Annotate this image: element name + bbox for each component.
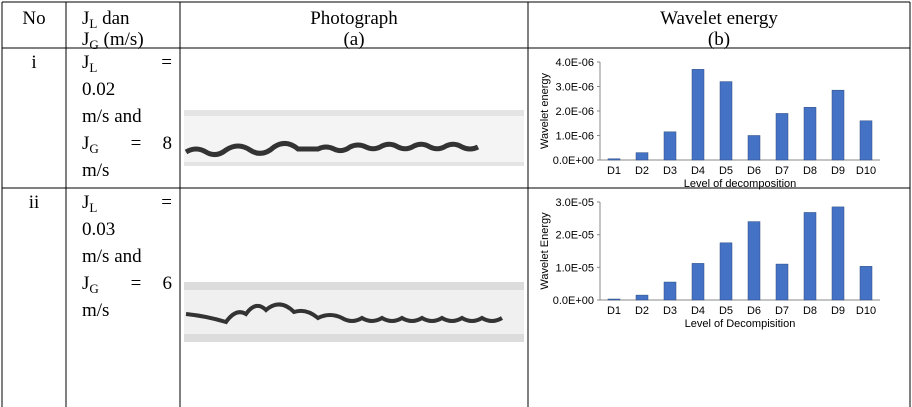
y-tick-label: 1.0E-06 bbox=[555, 131, 594, 143]
symbol: J bbox=[82, 133, 89, 154]
bar bbox=[663, 131, 677, 161]
x-axis-title: Level of decomposition bbox=[684, 178, 797, 190]
row-no: i bbox=[31, 52, 36, 73]
y-axis-title: Wavelet Energy bbox=[539, 212, 551, 290]
header-wavelet-sub: (b) bbox=[708, 29, 730, 50]
y-tick-label: 2.0E-06 bbox=[555, 106, 594, 118]
bar bbox=[775, 263, 789, 301]
x-tick-label: D2 bbox=[635, 165, 649, 177]
x-tick-label: D4 bbox=[691, 305, 705, 317]
y-tick-label: 3.0E-05 bbox=[555, 197, 594, 209]
header-photo: Photograph bbox=[310, 8, 398, 29]
symbol: J bbox=[82, 52, 89, 73]
x-tick-label: D5 bbox=[719, 165, 733, 177]
x-tick-label: D3 bbox=[663, 165, 677, 177]
bar bbox=[635, 294, 649, 301]
jl-value: 0.02 bbox=[82, 79, 115, 100]
x-tick-label: D2 bbox=[635, 305, 649, 317]
symbol: J bbox=[82, 273, 89, 294]
units: m/s and bbox=[82, 246, 142, 267]
equals: = bbox=[161, 52, 172, 73]
subscript: G bbox=[89, 37, 98, 52]
x-tick-label: D1 bbox=[607, 305, 621, 317]
bar bbox=[691, 69, 705, 161]
x-tick-label: D7 bbox=[775, 165, 789, 177]
x-tick-label: D10 bbox=[856, 305, 876, 317]
x-tick-label: D9 bbox=[831, 165, 845, 177]
y-tick-label: 1.0E-05 bbox=[555, 262, 594, 274]
bar bbox=[635, 152, 649, 161]
subscript: L bbox=[89, 60, 97, 75]
units: m/s bbox=[82, 300, 109, 321]
jl-symbol: JL bbox=[82, 52, 97, 75]
x-tick-label: D8 bbox=[803, 305, 817, 317]
header-jg: JG (m/s) bbox=[82, 29, 144, 52]
x-tick-label: D4 bbox=[691, 165, 705, 177]
bar bbox=[859, 266, 873, 301]
units: m/s bbox=[82, 160, 109, 181]
x-tick-label: D6 bbox=[747, 165, 761, 177]
subscript: G bbox=[89, 141, 98, 156]
bar bbox=[607, 298, 621, 301]
bar bbox=[747, 135, 761, 161]
x-tick-label: D7 bbox=[775, 305, 789, 317]
header-wavelet: Wavelet energy bbox=[660, 8, 778, 29]
x-tick-label: D8 bbox=[803, 165, 817, 177]
equals: = bbox=[131, 273, 142, 294]
label-rest: (m/s) bbox=[99, 29, 144, 50]
bar bbox=[607, 158, 621, 161]
equals: = bbox=[161, 192, 172, 213]
symbol: J bbox=[82, 192, 89, 213]
x-tick-label: D5 bbox=[719, 305, 733, 317]
y-tick-label: 2.0E-05 bbox=[555, 230, 594, 242]
jg-value: 8 bbox=[163, 133, 173, 154]
bar bbox=[775, 113, 789, 161]
y-tick-label: 0.0E+00 bbox=[553, 155, 594, 167]
x-tick-label: D6 bbox=[747, 305, 761, 317]
symbol: J bbox=[82, 29, 89, 50]
label-rest: dan bbox=[97, 8, 130, 29]
x-tick-label: D10 bbox=[856, 165, 876, 177]
jl-value: 0.03 bbox=[82, 219, 115, 240]
bar bbox=[803, 107, 817, 161]
jg-symbol: JG bbox=[82, 273, 99, 296]
bar bbox=[719, 81, 733, 161]
header-photo-sub: (a) bbox=[343, 29, 364, 50]
y-tick-label: 4.0E-06 bbox=[555, 57, 594, 69]
equals: = bbox=[131, 133, 142, 154]
y-tick-label: 0.0E+00 bbox=[553, 295, 594, 307]
jg-symbol: JG bbox=[82, 133, 99, 156]
photo-2 bbox=[184, 282, 524, 342]
x-tick-label: D9 bbox=[831, 305, 845, 317]
subscript: L bbox=[89, 16, 97, 31]
jg-value: 6 bbox=[163, 273, 173, 294]
row-no: ii bbox=[29, 192, 40, 213]
y-tick-label: 3.0E-06 bbox=[555, 82, 594, 94]
bar bbox=[747, 221, 761, 301]
header-jl: JL dan bbox=[82, 8, 130, 31]
y-axis-title: Wavelet energy bbox=[539, 72, 551, 149]
subscript: G bbox=[89, 281, 98, 296]
photo-1 bbox=[184, 110, 524, 166]
symbol: J bbox=[82, 8, 89, 29]
bar bbox=[691, 263, 705, 301]
jl-symbol: JL bbox=[82, 192, 97, 215]
bar bbox=[831, 89, 845, 161]
x-tick-label: D1 bbox=[607, 165, 621, 177]
subscript: L bbox=[89, 200, 97, 215]
bar bbox=[831, 206, 845, 301]
x-axis-title: Level of Decompisition bbox=[685, 318, 796, 330]
bar bbox=[859, 120, 873, 161]
bar bbox=[803, 212, 817, 301]
header-no: No bbox=[22, 8, 45, 29]
bar bbox=[663, 281, 677, 301]
x-tick-label: D3 bbox=[663, 305, 677, 317]
bar bbox=[719, 242, 733, 301]
units: m/s and bbox=[82, 106, 142, 127]
